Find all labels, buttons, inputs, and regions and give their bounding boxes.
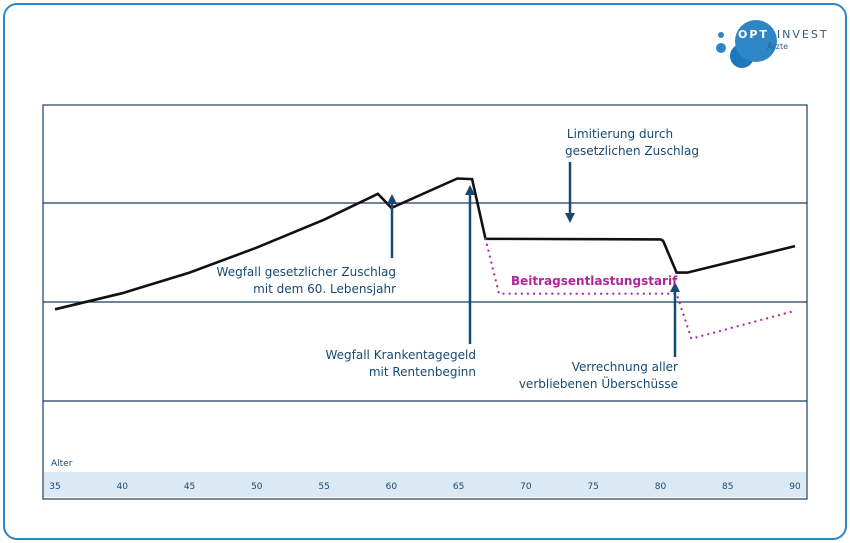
annotation-limitierung: Limitierung durch gesetzlichen Zuschlag [565, 127, 699, 223]
x-tick-label: 65 [453, 482, 464, 492]
x-tick-label: 55 [318, 482, 329, 492]
logo-dot-medium [716, 43, 726, 53]
logo-opt: OPT [738, 28, 769, 41]
logo [713, 18, 833, 73]
x-tick-label: 60 [386, 482, 398, 492]
x-tick-label: 85 [722, 482, 733, 492]
label-beitragsentlastungstarif: Beitragsentlastungstarif [511, 274, 678, 288]
annotation-wegfall-krankentagegeld-line-1: Wegfall Krankentagegeld [325, 348, 476, 362]
series-layer [54, 177, 797, 341]
annotation-wegfall-zuschlag-line-1: Wegfall gesetzlicher Zuschlag [217, 265, 396, 279]
x-tick-label: 90 [789, 482, 801, 492]
x-tick-label: 70 [520, 482, 532, 492]
x-tick-label: 50 [251, 482, 263, 492]
annotation-wegfall-krankentagegeld-line-2: mit Rentenbeginn [369, 365, 476, 379]
x-tick-label: 75 [587, 482, 598, 492]
logo-wordmark: OPT INVEST [738, 28, 829, 41]
series-line-main [54, 177, 796, 311]
annotation-verrechnung-line-2: verbliebenen Überschüsse [519, 375, 678, 391]
x-axis-label: Alter [51, 459, 73, 469]
annotation-wegfall-krankentagegeld: Wegfall Krankentagegeld mit Rentenbeginn [325, 185, 476, 379]
logo-dot-large [735, 20, 777, 62]
annotation-limitierung-line-1: Limitierung durch [567, 127, 673, 141]
annotation-wegfall-zuschlag-line-2: mit dem 60. Lebensjahr [253, 282, 396, 296]
logo-dot-small [718, 32, 724, 38]
x-axis-band [44, 472, 806, 497]
annotation-verrechnung-line-1: Verrechnung aller [572, 360, 678, 374]
x-tick-label: 80 [655, 482, 667, 492]
annotation-limitierung-line-2: gesetzlichen Zuschlag [565, 144, 699, 158]
logo-subtitle: Ärzte [767, 42, 789, 51]
x-tick-label: 45 [184, 482, 195, 492]
series-line-dotted [484, 237, 797, 341]
annotation-wegfall-zuschlag: Wegfall gesetzlicher Zuschlag mit dem 60… [217, 194, 397, 296]
x-tick-label: 40 [117, 482, 129, 492]
outer-frame [3, 3, 847, 540]
logo-invest: INVEST [776, 28, 829, 41]
annotation-verrechnung: Verrechnung aller verbliebenen Überschüs… [519, 282, 680, 391]
x-tick-labels: 35 40 45 50 55 60 65 70 75 80 85 90 [49, 482, 801, 492]
x-tick-label: 35 [49, 482, 60, 492]
